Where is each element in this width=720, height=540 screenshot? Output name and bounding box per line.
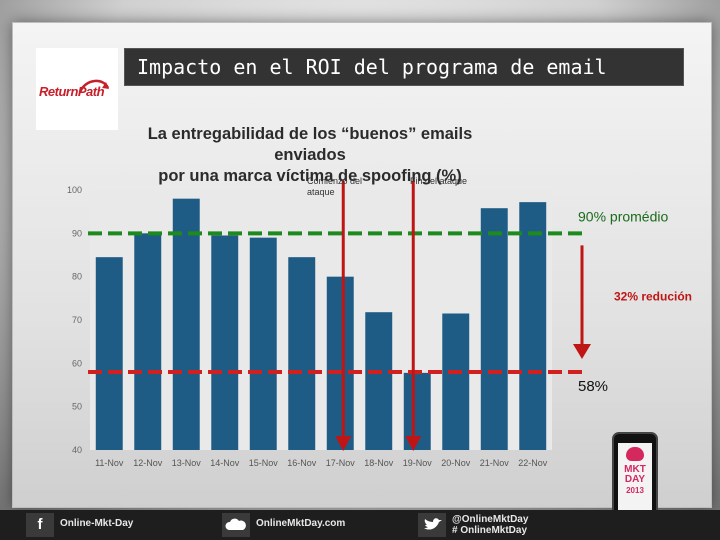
bar-21-Nov[interactable]	[480, 208, 508, 450]
y-tick-label: 70	[72, 315, 82, 325]
reduction-label: 32% redución	[614, 290, 692, 304]
reference-label-low: 58%	[578, 378, 608, 395]
event-arrow-head	[335, 436, 352, 451]
x-tick-label: 13-Nov	[172, 458, 202, 468]
bar-16-Nov[interactable]	[288, 257, 316, 450]
x-tick-label: 12-Nov	[133, 458, 163, 468]
twitter-bird-graphic	[424, 518, 442, 530]
event-arrow-head	[405, 436, 422, 451]
bar-11-Nov[interactable]	[95, 257, 123, 450]
phone-text-mkt: MKT	[624, 464, 646, 475]
returnpath-logo: ReturnPath	[36, 48, 118, 130]
x-tick-label: 20-Nov	[441, 458, 471, 468]
y-tick-label: 40	[72, 445, 82, 455]
reference-label-average: 90% promédio	[578, 208, 668, 224]
footer-twitter-label: @OnlineMktDay # OnlineMktDay	[452, 514, 528, 536]
phone-text-day: DAY	[624, 474, 646, 485]
x-tick-label: 14-Nov	[210, 458, 240, 468]
y-tick-label: 60	[72, 358, 82, 368]
x-tick-label: 15-Nov	[249, 458, 279, 468]
bar-15-Nov[interactable]	[249, 237, 277, 450]
twitter-icon	[418, 513, 446, 537]
event-label: Fin del ataque	[410, 176, 467, 186]
bar-22-Nov[interactable]	[519, 202, 547, 450]
footer-site-label: OnlineMktDay.com	[256, 518, 346, 529]
bar-20-Nov[interactable]	[442, 313, 470, 451]
phone-illustration: MKT DAY 2013	[612, 432, 658, 524]
logo-text: ReturnPath	[39, 84, 105, 99]
x-tick-label: 16-Nov	[287, 458, 317, 468]
page-title: Impacto en el ROI del programa de email	[137, 55, 607, 79]
chart-title: La entregabilidad de los “buenos” emails…	[110, 124, 510, 187]
footer-facebook-label: Online-Mkt-Day	[60, 518, 134, 529]
cloud-icon	[222, 513, 250, 537]
phone-screen: MKT DAY 2013	[618, 443, 652, 511]
y-tick-label: 50	[72, 402, 82, 412]
y-tick-label: 100	[67, 185, 82, 195]
phone-text-year: 2013	[626, 486, 644, 495]
cloud-icon-graphic	[225, 518, 246, 530]
x-tick-label: 19-Nov	[403, 458, 433, 468]
title-bar: Impacto en el ROI del programa de email	[124, 48, 684, 86]
footer-twitter-hashtag: # OnlineMktDay	[452, 525, 528, 536]
owl-icon	[626, 447, 644, 461]
bar-14-Nov[interactable]	[211, 235, 239, 451]
x-tick-label: 22-Nov	[518, 458, 548, 468]
facebook-icon: f	[26, 513, 54, 537]
chart-title-line-2: por una marca víctima de spoofing (%)	[158, 167, 462, 185]
x-tick-label: 21-Nov	[480, 458, 510, 468]
chart-title-line-1: La entregabilidad de los “buenos” emails…	[147, 125, 473, 164]
x-tick-label: 18-Nov	[364, 458, 394, 468]
footer-bar: f Online-Mkt-Day OnlineMktDay.com @Onlin…	[0, 510, 720, 540]
bar-13-Nov[interactable]	[172, 198, 200, 450]
footer-twitter-handle: @OnlineMktDay	[452, 514, 529, 525]
event-label: Comienzo del ataque	[307, 176, 362, 197]
y-tick-label: 90	[72, 228, 82, 238]
x-tick-label: 11-Nov	[95, 458, 124, 468]
bar-12-Nov[interactable]	[134, 233, 162, 450]
logo-swoosh-icon	[78, 79, 110, 93]
bar-18-Nov[interactable]	[365, 312, 393, 450]
reduction-arrow-head	[573, 344, 591, 359]
bar-17-Nov[interactable]	[326, 276, 354, 450]
y-tick-label: 80	[72, 272, 82, 282]
x-tick-label: 17-Nov	[326, 458, 356, 468]
